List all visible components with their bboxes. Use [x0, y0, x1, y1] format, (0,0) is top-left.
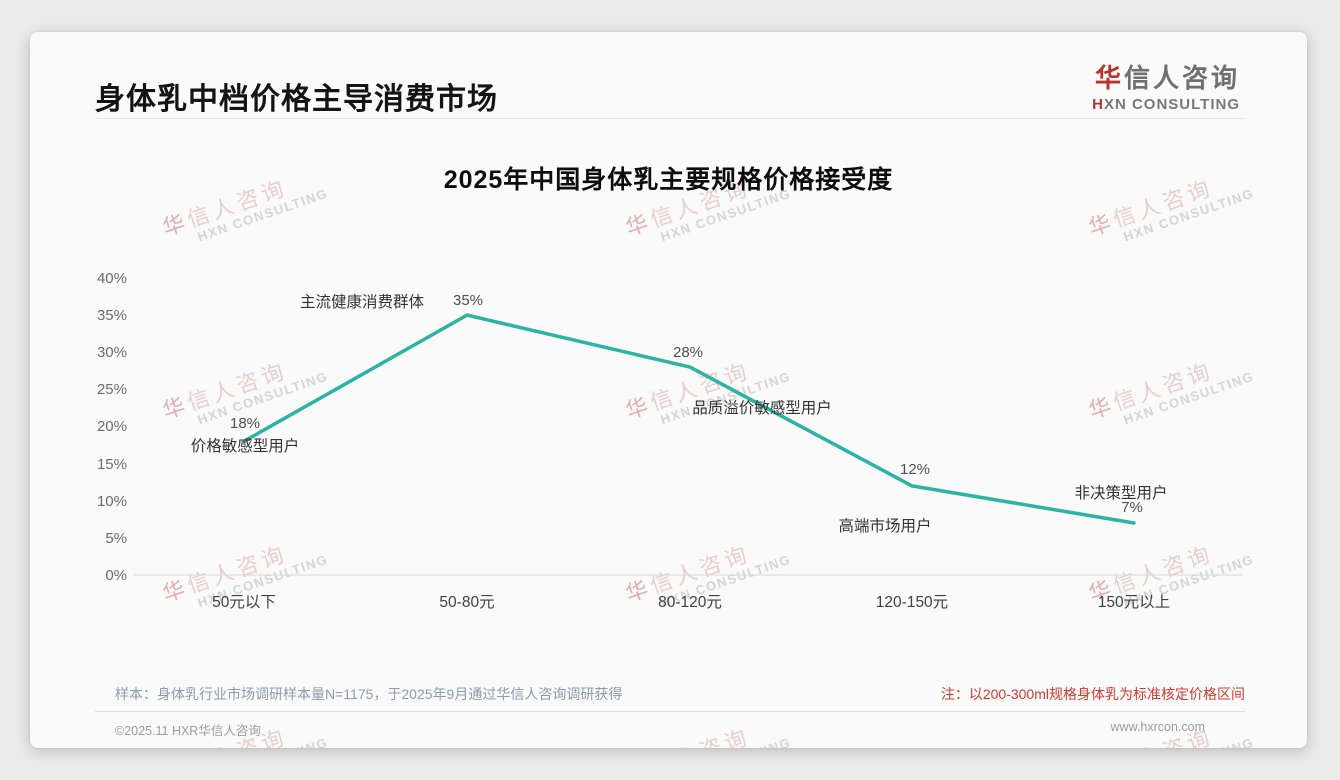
chart-title: 2025年中国身体乳主要规格价格接受度: [443, 166, 894, 194]
logo-brand-text: 华信人咨询: [1094, 63, 1240, 93]
y-tick: 20%: [97, 418, 127, 435]
value-label: 7%: [1121, 499, 1143, 516]
value-label: 12%: [900, 461, 930, 478]
price-standard-note: 注：以200-300ml规格身体乳为标准核定价格区间: [940, 686, 1245, 702]
point-annotation: 品质溢价敏感型用户: [692, 399, 832, 417]
y-tick: 15%: [97, 456, 127, 473]
copyright-text: ©2025.11 HXR华信人咨询: [115, 724, 261, 738]
price-acceptance-line-chart: 40% 35% 30% 25% 20% 15% 10% 5% 0% 18% 35…: [97, 270, 1243, 611]
x-tick: 50元以下: [212, 594, 276, 611]
page-title: 身体乳中档价格主导消费市场: [95, 83, 498, 116]
x-tick: 80-120元: [658, 594, 722, 611]
x-tick: 120-150元: [876, 594, 948, 611]
y-tick: 25%: [97, 381, 127, 398]
y-tick: 10%: [97, 493, 127, 510]
y-tick: 30%: [97, 344, 127, 361]
website-text: www.hxrcon.com: [1110, 720, 1205, 734]
x-tick: 50-80元: [439, 594, 494, 611]
sample-note: 样本：身体乳行业市场调研样本量N=1175，于2025年9月通过华信人咨询调研获…: [115, 686, 623, 702]
y-tick: 35%: [97, 307, 127, 324]
y-tick: 0%: [105, 567, 127, 584]
header-divider: [95, 118, 1245, 119]
company-logo: 华信人咨询 HXN CONSULTING: [1092, 58, 1240, 113]
value-label: 28%: [673, 344, 703, 361]
point-annotation: 非决策型用户: [1074, 484, 1167, 502]
value-label: 18%: [230, 415, 260, 432]
point-annotation: 主流健康消费群体: [300, 293, 425, 311]
logo-subtitle-text: HXN CONSULTING: [1092, 96, 1240, 113]
price-acceptance-line: [242, 313, 1136, 525]
y-tick: 5%: [105, 530, 127, 547]
point-annotation: 价格敏感型用户: [191, 437, 300, 455]
footer-divider: [95, 711, 1245, 712]
report-card: 华信人咨询 HXN CONSULTING 华信人咨询 HXN CONSULTING …: [30, 32, 1307, 748]
value-label: 35%: [453, 292, 483, 309]
x-tick: 150元以上: [1098, 593, 1170, 611]
y-tick: 40%: [97, 270, 127, 287]
point-annotation: 高端市场用户: [838, 517, 931, 535]
